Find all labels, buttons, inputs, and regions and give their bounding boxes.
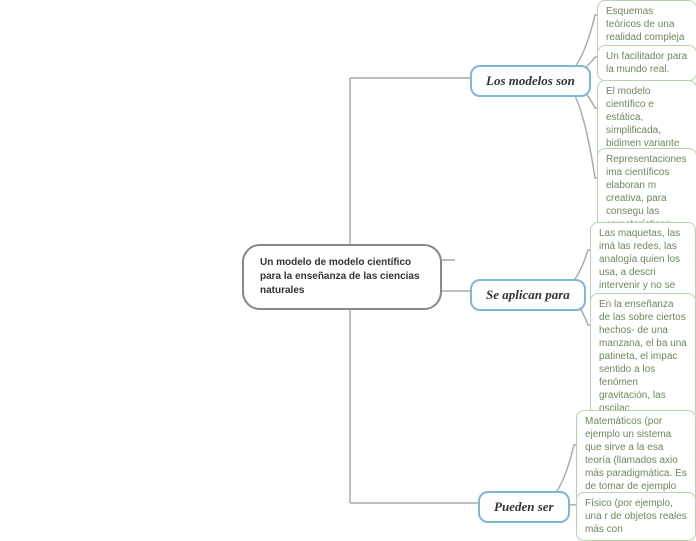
leaf-node[interactable]: En la enseñanza de las sobre ciertos hec… — [590, 293, 696, 420]
root-node[interactable]: Un modelo de modelo científico para la e… — [242, 244, 442, 310]
leaf-node[interactable]: Físico (por ejemplo, una r de objetos re… — [576, 492, 696, 541]
leaf-node[interactable]: Un facilitador para la mundo real. — [597, 45, 696, 81]
branch-node-se-aplican[interactable]: Se aplican para — [470, 279, 586, 311]
branch-node-modelos-son[interactable]: Los modelos son — [470, 65, 591, 97]
branch-node-pueden-ser[interactable]: Pueden ser — [478, 491, 570, 523]
